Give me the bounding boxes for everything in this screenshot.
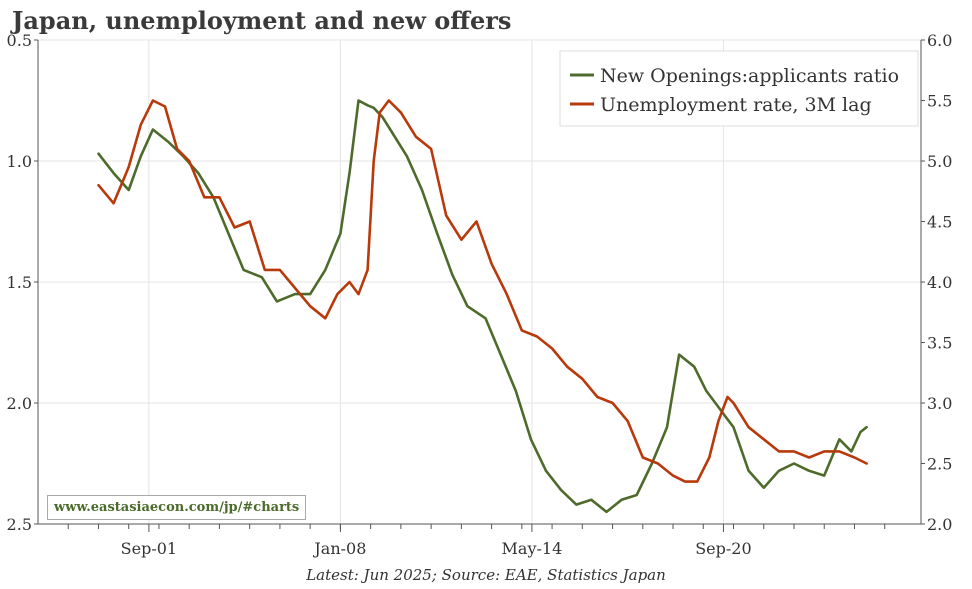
chart-title: Japan, unemployment and new offers <box>12 6 512 35</box>
legend-box <box>559 50 919 127</box>
right-tick-label: 6.0 <box>927 31 952 50</box>
right-tick-label: 3.0 <box>927 394 952 413</box>
left-tick-label: 0.5 <box>7 31 32 50</box>
right-tick-label: 5.0 <box>927 152 952 171</box>
left-tick-label: 1.5 <box>7 273 32 292</box>
left-tick-label: 1.0 <box>7 152 32 171</box>
series-line-openings-ratio <box>97 99 868 514</box>
legend-label-unemployment: Unemployment rate, 3M lag <box>600 94 872 116</box>
series-layer <box>97 99 868 514</box>
watermark-link[interactable]: www.eastasiaecon.com/jp/#charts <box>47 495 307 520</box>
legend-label-openings: New Openings:applicants ratio <box>600 65 899 87</box>
right-tick-label: 2.0 <box>927 515 952 534</box>
right-axis-ticks: 6.0 5.5 5.0 4.5 4.0 3.5 3.0 2.5 2.0 <box>921 31 952 534</box>
x-tick-label: Jan-08 <box>312 539 366 558</box>
x-axis-ticks: Sep-01 Jan-08 May-14 Sep-20 <box>121 524 752 558</box>
right-tick-label: 2.5 <box>927 455 952 474</box>
x-tick-label: Sep-01 <box>121 539 177 558</box>
right-tick-label: 4.0 <box>927 273 952 292</box>
legend: New Openings:applicants ratio Unemployme… <box>559 50 919 127</box>
right-tick-label: 3.5 <box>927 334 952 353</box>
left-tick-label: 2.0 <box>7 394 32 413</box>
source-note: Latest: Jun 2025; Source: EAE, Statistic… <box>306 566 666 584</box>
x-tick-label: May-14 <box>502 539 563 558</box>
x-tick-label: Sep-20 <box>695 539 751 558</box>
left-axis-ticks: 0.5 1.0 1.5 2.0 2.5 <box>7 31 38 534</box>
series-line-unemployment-rate <box>97 99 868 483</box>
left-tick-label: 2.5 <box>7 515 32 534</box>
right-tick-label: 5.5 <box>927 92 952 111</box>
right-tick-label: 4.5 <box>927 213 952 232</box>
